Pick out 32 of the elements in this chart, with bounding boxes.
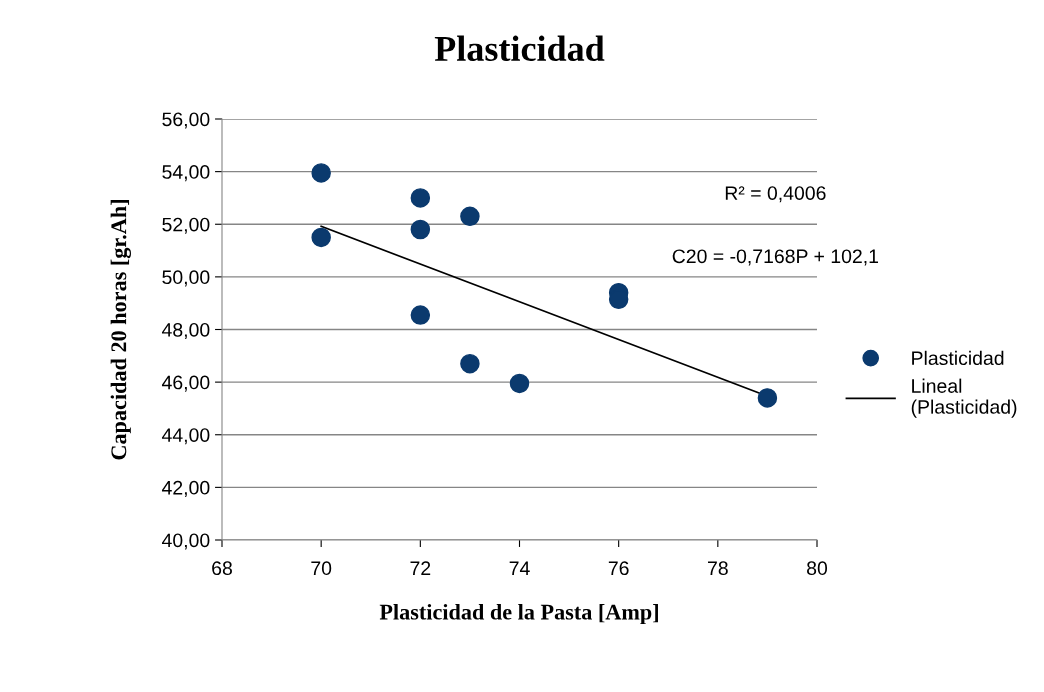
y-tick-label: 54,00 bbox=[162, 165, 210, 182]
y-tick-label: 50,00 bbox=[162, 270, 210, 287]
x-axis-title: Plasticidad de la Pasta [Amp] bbox=[379, 603, 658, 625]
x-tick-label: 72 bbox=[410, 561, 431, 575]
point bbox=[757, 388, 778, 408]
x-tick-label: 74 bbox=[509, 561, 530, 575]
annotation: R² = 0,4006 bbox=[725, 186, 826, 203]
point bbox=[410, 305, 431, 325]
y-tick-label: 56,00 bbox=[162, 112, 210, 129]
legend-label: Lineal (Plasticidad) bbox=[911, 378, 1017, 418]
x-tick-label: 68 bbox=[212, 561, 232, 576]
y-tick-label: 52,00 bbox=[162, 217, 210, 234]
annotation: C20 = -0,7168P + 102,1 bbox=[672, 249, 879, 266]
point bbox=[410, 219, 431, 240]
point bbox=[410, 188, 431, 208]
legend-label: Plasticidad bbox=[912, 350, 1004, 366]
point bbox=[509, 373, 530, 394]
x-tick-label: 78 bbox=[708, 561, 728, 576]
y-tick-label: 46,00 bbox=[161, 375, 210, 392]
point bbox=[311, 163, 331, 183]
point bbox=[311, 227, 331, 248]
y-tick-label: 48,00 bbox=[161, 322, 210, 340]
x-tick-label: 70 bbox=[311, 561, 332, 576]
x-tick-label: 80 bbox=[807, 561, 828, 576]
point bbox=[460, 206, 480, 227]
chart-title: Plasticidad bbox=[434, 35, 605, 62]
y-tick-label: 44,00 bbox=[161, 428, 210, 445]
point bbox=[460, 353, 480, 374]
y-axis-title: Capacidad 20 horas [gr.Ah] bbox=[110, 200, 131, 460]
x-tick-label: 76 bbox=[608, 561, 629, 576]
y-tick-label: 42,00 bbox=[161, 480, 210, 497]
y-tick-label: 40,00 bbox=[161, 533, 210, 550]
